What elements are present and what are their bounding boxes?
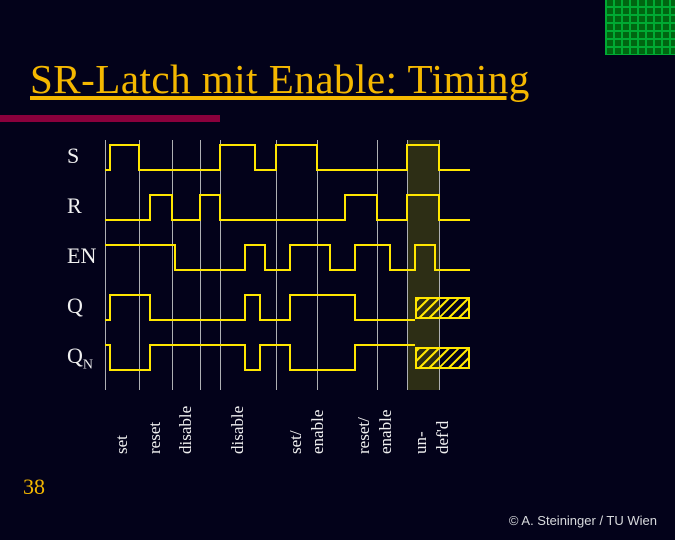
signal-label: R (67, 193, 82, 219)
waveform (105, 190, 470, 240)
page-number: 38 (23, 474, 45, 500)
signal-row-QN: QN (70, 340, 490, 390)
state-label: enable (309, 410, 318, 454)
signal-row-R: R (70, 190, 490, 240)
signal-label: Q (67, 293, 83, 319)
state-label: disable (177, 406, 186, 454)
signal-row-EN: EN (70, 240, 490, 290)
state-label: enable (377, 410, 386, 454)
state-label: def'd (434, 421, 443, 454)
signal-label: EN (67, 243, 96, 269)
waveform (105, 140, 470, 190)
state-label: set/ (287, 430, 296, 454)
signal-label: S (67, 143, 79, 169)
timing-diagram: SRENQQNsetresetdisabledisableset/enabler… (70, 140, 490, 450)
signal-row-Q: Q (70, 290, 490, 340)
page-title: SR-Latch mit Enable: Timing (30, 55, 530, 103)
undefined-region (415, 297, 470, 319)
state-label: reset/ (355, 417, 364, 454)
state-label: reset (146, 422, 155, 454)
state-label: un- (412, 431, 421, 454)
state-label: set (113, 435, 122, 454)
signal-row-S: S (70, 140, 490, 190)
title-rule (0, 115, 220, 122)
waveform (105, 240, 470, 290)
copyright: © A. Steininger / TU Wien (509, 513, 657, 528)
undefined-region (415, 347, 470, 369)
signal-label: QN (67, 343, 93, 373)
state-label: disable (229, 406, 238, 454)
pcb-decoration (605, 0, 675, 55)
